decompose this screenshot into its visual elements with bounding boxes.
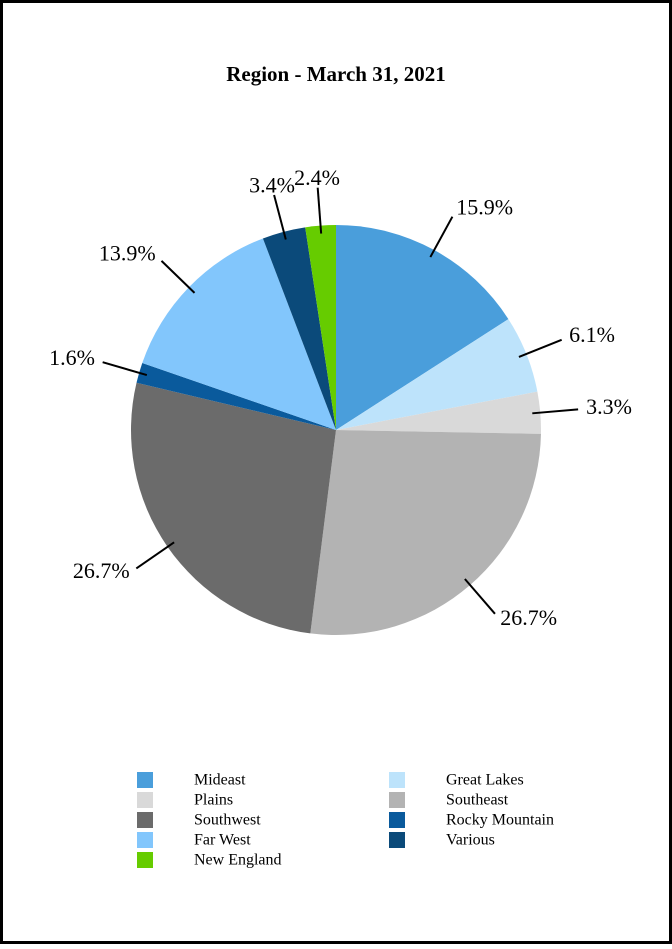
pie-slice — [305, 225, 336, 430]
pie-slice — [136, 362, 336, 430]
leader-line — [464, 578, 496, 615]
legend-swatch — [389, 832, 405, 848]
data-label: 6.1% — [569, 322, 615, 347]
legend-label: Southeast — [446, 792, 509, 809]
leader-line — [316, 187, 323, 234]
legend-label: Southwest — [194, 812, 261, 829]
legend-label: Rocky Mountain — [446, 812, 554, 829]
legend-swatch — [137, 852, 153, 868]
leader-line — [532, 408, 579, 415]
data-label: 3.3% — [586, 394, 632, 419]
data-label: 2.4% — [294, 165, 340, 190]
leader-line — [429, 216, 454, 258]
leader-line — [160, 260, 196, 294]
pie-slice — [142, 238, 336, 430]
pie-slice — [336, 319, 538, 430]
data-label: 13.9% — [99, 240, 156, 265]
legend-swatch — [389, 772, 405, 788]
legend-swatch — [389, 812, 405, 828]
data-label: 3.4% — [249, 172, 295, 197]
legend-swatch — [137, 832, 153, 848]
legend-label: New England — [194, 852, 282, 869]
data-label: 26.7% — [500, 605, 557, 630]
legend-label: Mideast — [194, 772, 246, 789]
data-label: 26.7% — [73, 558, 130, 583]
leader-line — [518, 338, 563, 358]
legend-label: Great Lakes — [446, 772, 524, 789]
legend-swatch — [137, 772, 153, 788]
legend-label: Various — [446, 832, 495, 849]
pie-slice — [336, 391, 541, 434]
pie-slice — [336, 225, 509, 430]
pie-slice — [310, 430, 541, 635]
data-label: 1.6% — [49, 345, 95, 370]
legend-swatch — [137, 792, 153, 808]
chart-title: Region - March 31, 2021 — [226, 62, 446, 86]
leader-line — [273, 194, 287, 240]
legend-label: Plains — [194, 792, 233, 809]
legend-label: Far West — [194, 832, 251, 849]
legend-swatch — [137, 812, 153, 828]
leader-line — [135, 541, 175, 570]
pie-slice — [262, 227, 336, 430]
data-label: 15.9% — [456, 195, 513, 220]
pie-slice — [130, 382, 336, 634]
leader-line — [102, 361, 148, 376]
legend-swatch — [389, 792, 405, 808]
